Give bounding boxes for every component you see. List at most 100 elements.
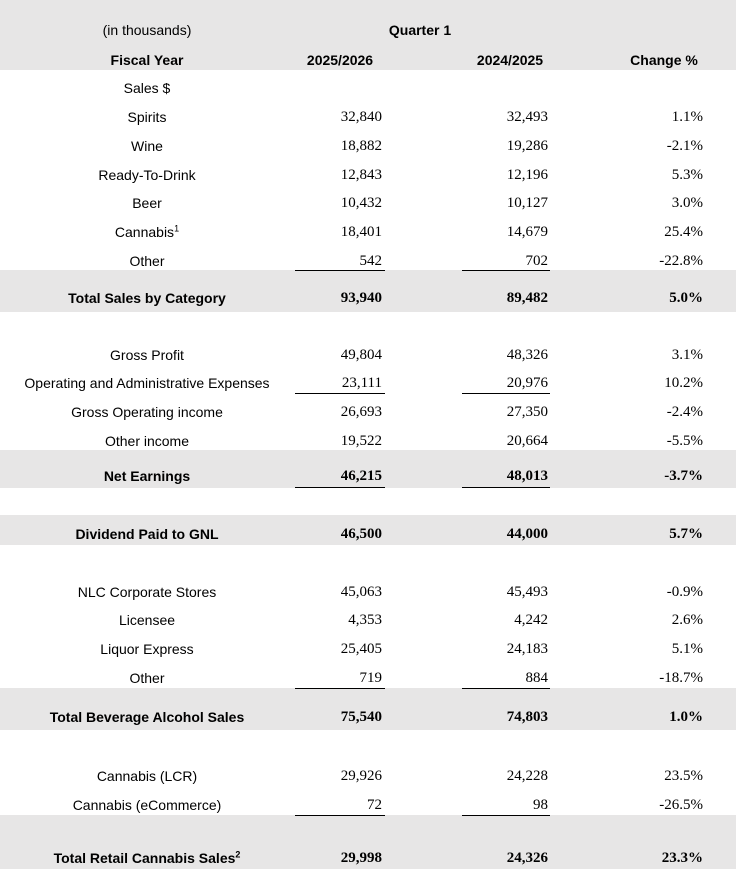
label-text: Net Earnings bbox=[103, 468, 191, 484]
value-cell: 14,679 bbox=[506, 224, 548, 240]
underline bbox=[295, 393, 385, 394]
value-cell: -0.9% bbox=[666, 584, 703, 600]
label-text: Cannabis bbox=[114, 224, 175, 240]
value-cell: 20,664 bbox=[506, 433, 548, 449]
row-label: Dividend Paid to GNL bbox=[0, 524, 294, 544]
value-cell: 5.1% bbox=[671, 641, 703, 657]
value-cell: 719 bbox=[359, 670, 383, 686]
value-cell: 98 bbox=[533, 797, 548, 813]
column-header: 2025/2026 bbox=[306, 52, 374, 68]
value-cell: 46,500 bbox=[340, 526, 382, 542]
label-text: Sales $ bbox=[123, 80, 171, 96]
row-label: Gross Operating income bbox=[0, 402, 294, 422]
value-cell: 32,840 bbox=[340, 109, 382, 125]
label-text: Ready-To-Drink bbox=[98, 167, 196, 183]
value-cell: 1.0% bbox=[669, 709, 703, 725]
label-text: Gross Operating income bbox=[71, 404, 223, 420]
row-label: Net Earnings bbox=[0, 466, 294, 486]
value-cell: 884 bbox=[525, 670, 549, 686]
value-cell: 45,493 bbox=[506, 584, 548, 600]
value-cell: 93,940 bbox=[340, 290, 382, 306]
period-header: Quarter 1 bbox=[388, 22, 452, 38]
value-cell: -3.7% bbox=[664, 468, 703, 484]
label-text: Total Beverage Alcohol Sales bbox=[49, 709, 245, 725]
value-cell: 12,196 bbox=[506, 167, 548, 183]
value-cell: 3.1% bbox=[671, 347, 703, 363]
total-band bbox=[0, 450, 736, 488]
total-band bbox=[0, 688, 736, 730]
label-text: Dividend Paid to GNL bbox=[75, 526, 219, 542]
value-cell: 23,111 bbox=[341, 375, 382, 391]
value-cell: 26,693 bbox=[340, 404, 382, 420]
value-cell: 2.6% bbox=[671, 612, 703, 628]
header-band bbox=[0, 0, 736, 70]
footnote-marker: 2 bbox=[235, 849, 241, 860]
column-header: 2024/2025 bbox=[476, 52, 544, 68]
value-cell: 23.3% bbox=[661, 850, 703, 866]
value-cell: 89,482 bbox=[506, 290, 548, 306]
total-band bbox=[0, 815, 736, 869]
label-text: Spirits bbox=[127, 109, 167, 125]
row-label: Other bbox=[0, 668, 294, 688]
value-cell: 5.0% bbox=[669, 290, 703, 306]
total-band bbox=[0, 515, 736, 545]
value-cell: 32,493 bbox=[506, 109, 548, 125]
value-cell: 542 bbox=[359, 253, 383, 269]
value-cell: -22.8% bbox=[659, 253, 703, 269]
row-label: Other income bbox=[0, 431, 294, 451]
value-cell: -26.5% bbox=[659, 797, 703, 813]
value-cell: 10,432 bbox=[340, 195, 382, 211]
row-label: Operating and Administrative Expenses bbox=[0, 373, 294, 393]
underline bbox=[462, 688, 550, 689]
value-cell: 24,326 bbox=[506, 850, 548, 866]
value-cell: -18.7% bbox=[659, 670, 703, 686]
label-text: Operating and Administrative Expenses bbox=[24, 375, 270, 391]
value-cell: 44,000 bbox=[506, 526, 548, 542]
row-label: Liquor Express bbox=[0, 639, 294, 659]
underline bbox=[462, 270, 550, 271]
underline bbox=[295, 487, 385, 488]
value-cell: 3.0% bbox=[671, 195, 703, 211]
value-cell: 5.7% bbox=[669, 526, 703, 542]
row-label: Cannabis1 bbox=[0, 222, 294, 242]
row-label: Beer bbox=[0, 193, 294, 213]
value-cell: 29,998 bbox=[340, 850, 382, 866]
value-cell: 48,326 bbox=[506, 347, 548, 363]
label-text: Other income bbox=[104, 433, 190, 449]
row-label: Sales $ bbox=[0, 78, 294, 98]
value-cell: 10.2% bbox=[664, 375, 703, 391]
label-text: Licensee bbox=[118, 612, 176, 628]
value-cell: 49,804 bbox=[340, 347, 382, 363]
label-text: Other bbox=[129, 253, 165, 269]
value-cell: 25.4% bbox=[664, 224, 703, 240]
value-cell: 20,976 bbox=[506, 375, 548, 391]
label-text: Beer bbox=[132, 195, 162, 211]
value-cell: 75,540 bbox=[340, 709, 382, 725]
value-cell: 5.3% bbox=[671, 167, 703, 183]
label-text: Gross Profit bbox=[110, 347, 184, 363]
row-label: Licensee bbox=[0, 610, 294, 630]
column-header: Fiscal Year bbox=[110, 52, 184, 68]
value-cell: 24,228 bbox=[506, 768, 548, 784]
value-cell: 10,127 bbox=[506, 195, 548, 211]
value-cell: 18,401 bbox=[340, 224, 382, 240]
row-label: NLC Corporate Stores bbox=[0, 582, 294, 602]
label-text: Cannabis (eCommerce) bbox=[72, 797, 222, 813]
value-cell: 45,063 bbox=[340, 584, 382, 600]
row-label: Gross Profit bbox=[0, 345, 294, 365]
row-label: Total Sales by Category bbox=[0, 288, 294, 308]
value-cell: 4,242 bbox=[514, 612, 548, 628]
underline bbox=[462, 393, 550, 394]
footnote-marker: 1 bbox=[174, 223, 180, 234]
row-label: Total Retail Cannabis Sales2 bbox=[0, 848, 294, 868]
underline bbox=[295, 270, 385, 271]
value-cell: 18,882 bbox=[340, 138, 382, 154]
value-cell: 23.5% bbox=[664, 768, 703, 784]
row-label: Spirits bbox=[0, 107, 294, 127]
value-cell: 46,215 bbox=[340, 468, 382, 484]
value-cell: 24,183 bbox=[506, 641, 548, 657]
label-text: Other bbox=[129, 670, 165, 686]
label-text: Cannabis (LCR) bbox=[96, 768, 198, 784]
value-cell: 74,803 bbox=[506, 709, 548, 725]
